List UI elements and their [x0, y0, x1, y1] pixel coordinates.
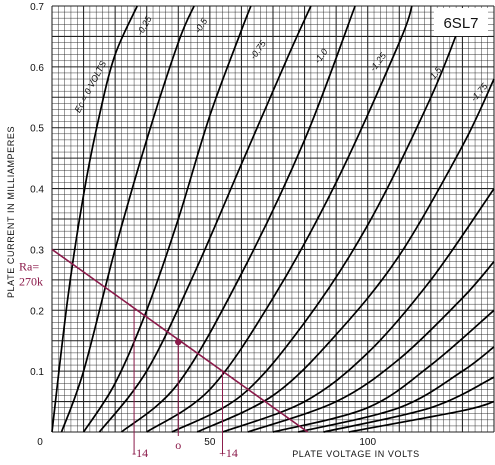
characteristic-curve [222, 188, 495, 433]
load-line-label: Ra= [19, 259, 39, 273]
y-tick-label: 0.6 [30, 63, 44, 74]
load-line-label: 270k [19, 274, 43, 288]
characteristic-curve [298, 346, 495, 433]
y-tick-label: 0.4 [30, 185, 44, 196]
y-axis-title: PLATE CURRENT IN MILLIAMPERES [6, 126, 16, 298]
characteristic-curve [146, 5, 413, 433]
characteristic-curve [60, 5, 195, 433]
y-tick-label: 0.3 [30, 245, 44, 256]
characteristic-curve [272, 309, 495, 433]
characteristic-curve [196, 78, 495, 433]
characteristic-curve [51, 5, 138, 433]
axis-ticks: 0.1 0.2 0.3 0.4 0.5 0.6 0.7 0 50 100 [30, 2, 376, 448]
y-tick-label: 0.7 [30, 2, 44, 13]
characteristic-curve [120, 5, 356, 433]
load-line-label-background [17, 257, 51, 288]
characteristic-curve [98, 5, 312, 433]
tube-label-box [434, 8, 488, 36]
operating-point-marker [174, 338, 182, 346]
y-tick-label: 0.5 [30, 124, 44, 135]
characteristic-curve [348, 400, 495, 433]
characteristic-curve [171, 17, 464, 433]
major-grid [51, 5, 495, 433]
x-axis-title: PLATE VOLTAGE IN VOLTS [292, 449, 420, 459]
swing-marker-label: +14 [219, 446, 238, 460]
characteristic-curve [323, 376, 495, 433]
load-line-annotations: Ra=270k o -14 +14 [17, 248, 309, 460]
x-tick-label: 100 [359, 437, 376, 448]
y-tick-label: 0.2 [30, 306, 44, 317]
characteristic-curve [247, 261, 495, 433]
tube-type-label: 6SL7 [443, 15, 478, 32]
y-tick-label: 0.1 [30, 367, 44, 378]
swing-marker-label: -14 [132, 446, 148, 460]
x-tick-label: 0 [37, 437, 43, 448]
characteristic-curves [51, 5, 495, 433]
operating-point-label: o [175, 438, 181, 452]
characteristic-curve [82, 5, 252, 433]
x-tick-label: 50 [204, 437, 216, 448]
